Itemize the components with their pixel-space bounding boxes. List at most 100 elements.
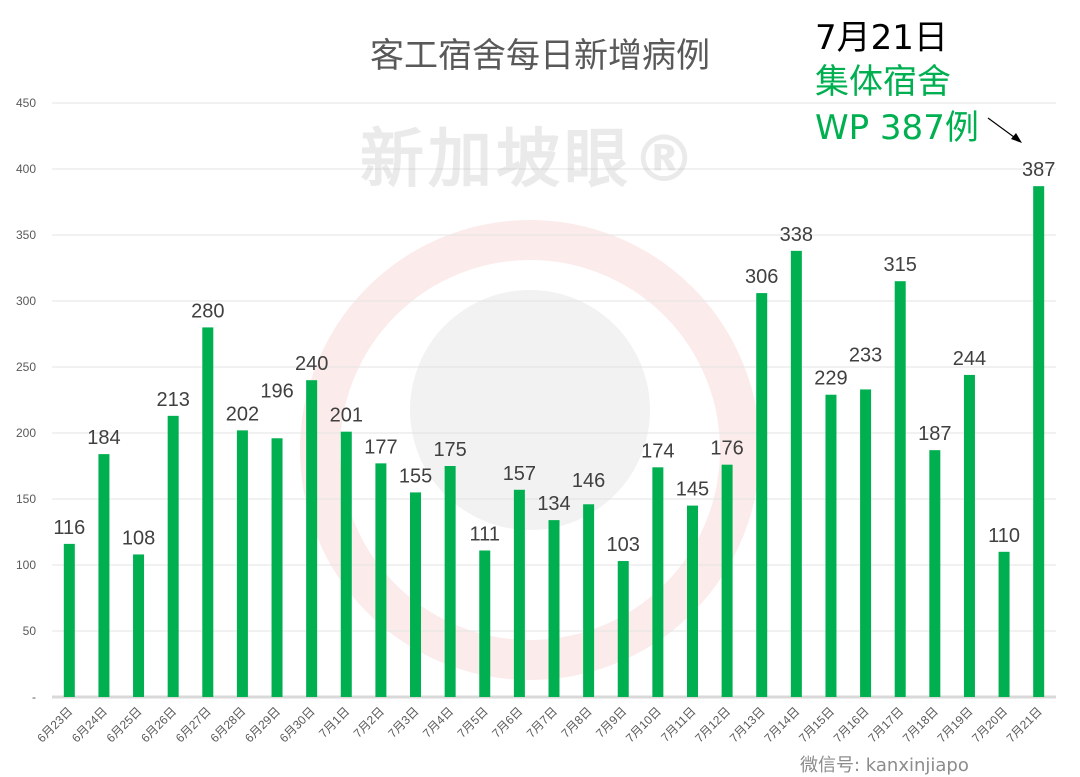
x-tick-label: 6月30日 <box>277 704 318 745</box>
data-label: 315 <box>884 254 917 276</box>
y-tick-label: 150 <box>16 492 36 506</box>
chart-title: 客工宿舍每日新增病例 <box>370 36 710 76</box>
bar <box>860 389 872 697</box>
x-tick-label: 7月1日 <box>316 704 352 740</box>
x-tick-label: 7月2日 <box>351 704 387 740</box>
data-label: 146 <box>572 470 605 492</box>
x-tick-label: 7月11日 <box>658 704 698 744</box>
y-tick-label: - <box>32 690 36 704</box>
bar <box>617 561 629 697</box>
annotation-count: WP 387例 <box>815 108 979 148</box>
logo-watermark <box>300 220 760 680</box>
bar <box>513 489 525 697</box>
y-tick-label: 350 <box>16 228 36 242</box>
data-label: 213 <box>156 389 189 411</box>
bar <box>686 505 698 697</box>
data-label: 111 <box>470 523 500 545</box>
x-tick-label: 7月16日 <box>831 704 872 745</box>
data-label: 134 <box>537 493 570 515</box>
x-tick-label: 7月10日 <box>623 704 664 745</box>
data-label: 244 <box>953 348 986 370</box>
annotation-dorm: 集体宿舍 <box>815 62 951 102</box>
data-label: 306 <box>745 266 778 288</box>
data-label: 175 <box>433 439 466 461</box>
data-label: 116 <box>53 517 85 539</box>
bar <box>410 492 422 697</box>
annotation-date: 7月21日 <box>815 18 948 58</box>
bar <box>98 454 110 697</box>
data-label: 108 <box>122 527 155 549</box>
data-label: 176 <box>710 438 743 460</box>
x-tick-label: 6月27日 <box>173 704 214 745</box>
data-label: 233 <box>849 345 882 367</box>
data-label: 229 <box>814 368 847 390</box>
data-label: 184 <box>87 427 120 449</box>
x-tick-label: 7月7日 <box>524 704 560 740</box>
bar <box>721 464 733 697</box>
data-label: 280 <box>191 300 224 322</box>
bar <box>894 281 906 697</box>
x-tick-label: 7月8日 <box>558 704 594 740</box>
x-tick-label: 7月18日 <box>900 704 941 745</box>
x-tick-label: 6月28日 <box>208 704 249 745</box>
bar <box>548 520 560 697</box>
data-label: 155 <box>399 465 432 487</box>
x-tick-label: 6月29日 <box>242 704 283 745</box>
bar <box>929 450 941 697</box>
x-tick-label: 7月19日 <box>935 704 976 745</box>
x-tick-label: 6月25日 <box>104 704 145 745</box>
data-label: 187 <box>918 423 951 445</box>
x-tick-label: 6月23日 <box>34 704 75 745</box>
data-label: 177 <box>364 436 397 458</box>
bar <box>652 467 664 697</box>
data-label: 338 <box>780 224 813 246</box>
x-tick-label: 7月20日 <box>969 704 1010 745</box>
bar <box>825 394 837 697</box>
x-tick-label: 6月26日 <box>138 704 179 745</box>
y-tick-label: 250 <box>16 360 36 374</box>
data-label: 145 <box>676 479 709 501</box>
y-tick-label: 100 <box>16 558 36 572</box>
bar <box>63 543 75 697</box>
x-tick-label: 7月21日 <box>1004 704 1045 745</box>
bar <box>963 374 975 697</box>
x-tick-label: 7月15日 <box>796 704 837 745</box>
bar <box>998 551 1010 697</box>
x-tick-label: 7月3日 <box>385 704 421 740</box>
data-label: 174 <box>641 440 674 462</box>
data-label: 110 <box>988 525 1020 547</box>
bar <box>444 466 456 697</box>
bar <box>375 463 387 697</box>
data-label: 196 <box>260 380 293 402</box>
data-label: 240 <box>295 353 328 375</box>
bar <box>133 554 145 697</box>
data-label: 387 <box>1022 159 1055 181</box>
y-tick-label: 50 <box>23 624 37 638</box>
x-tick-label: 7月17日 <box>865 704 906 745</box>
bar <box>306 380 318 697</box>
x-tick-label: 7月14日 <box>761 704 802 745</box>
bar <box>167 415 179 697</box>
x-tick-label: 7月4日 <box>420 704 456 740</box>
x-tick-label: 7月13日 <box>727 704 768 745</box>
bar <box>340 431 352 697</box>
wechat-watermark: 微信号: kanxinjiapo <box>800 755 969 776</box>
bar <box>756 293 768 697</box>
x-tick-label: 7月5日 <box>455 704 491 740</box>
y-tick-label: 300 <box>16 294 36 308</box>
data-label: 201 <box>330 405 363 427</box>
bar <box>790 250 802 697</box>
y-tick-label: 200 <box>16 426 36 440</box>
logo-watermark-text: 新加坡眼® <box>360 123 700 197</box>
data-label: 103 <box>607 534 640 556</box>
x-tick-label: 7月12日 <box>692 704 733 745</box>
data-label: 202 <box>226 403 259 425</box>
bar <box>271 438 283 697</box>
annotation-arrow <box>987 117 1022 143</box>
bar <box>1033 186 1045 697</box>
y-tick-label: 400 <box>16 162 36 176</box>
bar <box>479 550 491 697</box>
y-tick-label: 450 <box>16 96 36 110</box>
data-label: 157 <box>503 463 536 485</box>
